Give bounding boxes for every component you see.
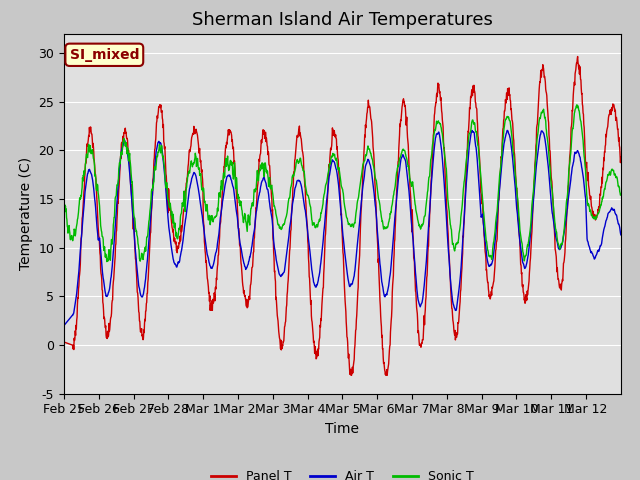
Air T xyxy=(556,247,563,252)
Sonic T xyxy=(556,245,563,251)
Legend: Panel T, Air T, Sonic T: Panel T, Air T, Sonic T xyxy=(206,465,479,480)
Sonic T xyxy=(474,143,482,148)
Line: Air T: Air T xyxy=(64,131,621,325)
Panel T xyxy=(147,216,155,222)
Air T xyxy=(328,160,335,166)
Panel T xyxy=(474,133,482,139)
Panel T xyxy=(617,155,625,160)
Panel T xyxy=(556,285,563,290)
Panel T xyxy=(574,54,582,60)
Sonic T xyxy=(60,192,68,197)
Panel T xyxy=(60,339,68,345)
Y-axis label: Temperature (C): Temperature (C) xyxy=(19,157,33,270)
Panel T xyxy=(611,105,618,110)
Sonic T xyxy=(611,172,618,178)
Sonic T xyxy=(328,154,336,160)
Air T xyxy=(317,257,325,263)
Title: Sherman Island Air Temperatures: Sherman Island Air Temperatures xyxy=(192,11,493,29)
Sonic T xyxy=(148,188,156,194)
Air T xyxy=(147,209,155,215)
Sonic T xyxy=(617,192,625,198)
Panel T xyxy=(328,143,335,148)
Air T xyxy=(504,128,511,133)
Text: SI_mixed: SI_mixed xyxy=(70,48,139,62)
Air T xyxy=(60,323,68,328)
X-axis label: Time: Time xyxy=(325,422,360,436)
Air T xyxy=(610,207,618,213)
Sonic T xyxy=(103,259,111,264)
Air T xyxy=(474,161,481,167)
Panel T xyxy=(317,318,325,324)
Sonic T xyxy=(317,209,325,215)
Panel T xyxy=(382,372,390,378)
Line: Panel T: Panel T xyxy=(64,57,621,375)
Air T xyxy=(617,232,625,238)
Sonic T xyxy=(573,102,580,108)
Line: Sonic T: Sonic T xyxy=(64,105,621,262)
